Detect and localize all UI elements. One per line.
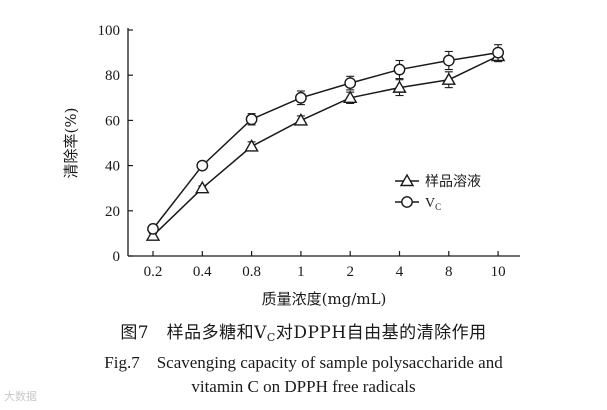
circle-series-point-0.8: [245, 113, 258, 126]
legend-label-circle-series: VC: [425, 196, 441, 212]
x-tick-label-0.8: 0.8: [242, 264, 261, 280]
circle-series-point-8: [442, 54, 455, 67]
x-tick-label-1: 1: [297, 264, 305, 280]
legend-label-triangle-series: 样品溶液: [425, 174, 481, 190]
triangle-series-point-0.2: [145, 228, 161, 241]
watermark-logo: 大数据: [4, 390, 37, 403]
y-tick-label-80: 80: [105, 68, 120, 84]
caption-english-line2: vitamin C on DPPH free radicals: [191, 377, 416, 396]
y-tick-label-60: 60: [105, 113, 120, 129]
triangle-series-point-0.8: [244, 138, 259, 152]
caption-cn-suffix: 对DPPH自由基的清除作用: [275, 323, 487, 343]
line-chart: 0 20 40 60 80 100 0.2 0.4 0.8 1 2 4 8 10 质量浓度(mg/mL) 清除…: [62, 23, 520, 308]
triangle-series-point-8: [441, 72, 457, 85]
circle-series-point-2: [344, 77, 357, 90]
circle-series-point-0.4: [196, 159, 209, 172]
triangle-series-point-1: [293, 112, 309, 126]
circle-series-point-4: [393, 63, 406, 76]
caption-chinese: 图7 样品多糖和VC对DPPH自由基的清除作用: [0, 318, 607, 344]
circle-series-line: [152, 51, 499, 230]
legend-marker-circle-series: [401, 196, 413, 208]
y-tick-label-100: 100: [98, 23, 121, 39]
y-tick-label-40: 40: [105, 159, 120, 175]
y-tick-label-20: 20: [105, 204, 120, 220]
caption-english-line1: Fig.7 Scavenging capacity of sample poly…: [104, 353, 503, 372]
triangle-series-point-4: [392, 80, 407, 93]
x-tick-label-4: 4: [396, 264, 404, 280]
circle-series-point-1: [294, 91, 307, 104]
caption-cn-subscript: C: [266, 331, 276, 344]
x-axis-title: 质量浓度(mg/mL): [262, 290, 387, 308]
triangle-series-point-0.4: [195, 180, 210, 194]
x-tick-label-8: 8: [445, 264, 453, 280]
y-tick-label-0: 0: [113, 249, 121, 265]
x-tick-label-2: 2: [346, 264, 354, 280]
circle-series-point-0.2: [147, 222, 159, 235]
x-tick-label-10: 10: [491, 264, 506, 280]
y-axis-title: 清除率(%): [62, 108, 80, 179]
legend-marker-triangle-series: [399, 173, 415, 187]
circle-series-point-10: [492, 46, 504, 59]
caption-cn-prefix: 图7 样品多糖和V: [120, 323, 267, 343]
triangle-series-line: [152, 55, 499, 237]
x-tick-label-0.2: 0.2: [144, 264, 163, 280]
triangle-series-point-2: [342, 90, 358, 104]
x-tick-label-0.4: 0.4: [193, 264, 212, 280]
